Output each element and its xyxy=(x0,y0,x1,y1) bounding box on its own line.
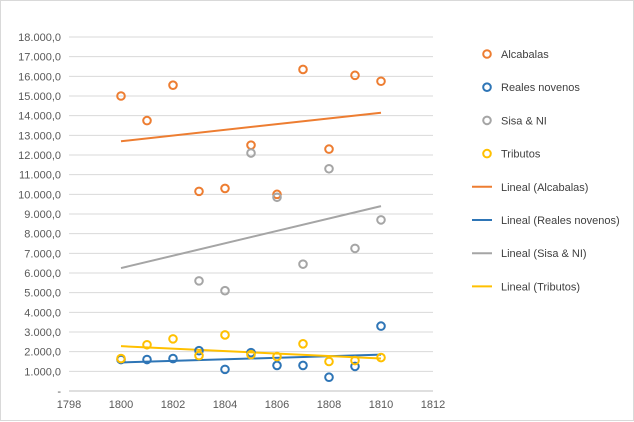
y-tick-label: 6.000,0 xyxy=(24,268,61,280)
x-tick-label: 1800 xyxy=(109,399,133,411)
data-point xyxy=(350,355,360,366)
data-point xyxy=(376,321,386,331)
y-tick-label: - xyxy=(57,386,61,398)
y-tick-label: 16.000,0 xyxy=(18,71,61,83)
data-point xyxy=(324,356,334,367)
data-point xyxy=(194,186,204,197)
y-tick-label: 12.000,0 xyxy=(18,150,61,162)
y-tick-label: 9.000,0 xyxy=(24,209,61,221)
data-point xyxy=(246,349,256,360)
data-point xyxy=(298,64,308,75)
data-point xyxy=(376,352,386,363)
data-point xyxy=(142,115,152,126)
x-tick-label: 1802 xyxy=(161,399,185,411)
y-tick-label: 13.000,0 xyxy=(18,130,61,142)
data-point xyxy=(194,345,204,356)
y-tick-label: 5.000,0 xyxy=(24,288,61,300)
data-point xyxy=(220,285,230,296)
legend-marker xyxy=(482,115,492,126)
data-point xyxy=(350,361,360,372)
x-tick-label: 1810 xyxy=(369,399,393,411)
y-tick-label: 2.000,0 xyxy=(24,347,61,359)
data-point xyxy=(194,276,204,286)
data-point xyxy=(376,76,386,87)
data-point xyxy=(142,339,152,350)
y-tick-label: 7.000,0 xyxy=(24,248,61,260)
legend-marker xyxy=(482,49,492,59)
data-point xyxy=(142,354,152,365)
data-point xyxy=(324,163,334,174)
data-point xyxy=(272,192,282,203)
legend-label: Alcabalas xyxy=(501,49,549,61)
y-tick-label: 3.000,0 xyxy=(24,327,61,339)
x-tick-label: 1808 xyxy=(317,399,341,411)
data-point xyxy=(272,360,282,371)
data-point xyxy=(246,148,256,158)
data-point xyxy=(116,91,126,101)
y-tick-label: 18.000,0 xyxy=(18,32,61,44)
x-tick-label: 1804 xyxy=(213,399,237,411)
y-tick-label: 4.000,0 xyxy=(24,307,61,319)
legend-label: Lineal (Alcabalas) xyxy=(501,182,588,194)
data-point xyxy=(272,351,282,362)
x-tick-label: 1806 xyxy=(265,399,289,411)
data-point xyxy=(168,353,178,364)
data-point xyxy=(168,80,178,90)
y-tick-label: 17.000,0 xyxy=(18,52,61,64)
legend: Alcabalas Reales novenos Sisa & NI Tributos… xyxy=(472,49,620,293)
x-tick-label: 1798 xyxy=(57,399,81,411)
trendline xyxy=(120,205,382,270)
y-tick-label: 8.000,0 xyxy=(24,229,61,241)
data-point xyxy=(168,334,178,344)
data-point xyxy=(298,259,308,269)
data-point xyxy=(324,144,334,154)
y-tick-label: 11.000,0 xyxy=(19,170,61,182)
data-point xyxy=(324,372,334,383)
y-tick-label: 1.000,0 xyxy=(24,366,61,378)
legend-label: Sisa & NI xyxy=(501,115,547,127)
legend-label: Lineal (Reales novenos) xyxy=(501,215,620,227)
legend-label: Reales novenos xyxy=(501,82,580,94)
data-point xyxy=(272,189,282,200)
legend-marker xyxy=(482,82,492,92)
trendline xyxy=(120,111,382,143)
data-point xyxy=(220,364,230,375)
data-point xyxy=(194,350,204,361)
y-tick-label: 14.000,0 xyxy=(18,111,61,123)
y-tick-label: 10.000,0 xyxy=(18,189,61,201)
data-point xyxy=(350,243,360,254)
data-point xyxy=(350,70,360,81)
data-point xyxy=(298,339,308,349)
legend-marker xyxy=(482,148,492,159)
legend-label: Tributos xyxy=(501,149,541,161)
y-tick-label: 15.000,0 xyxy=(18,91,61,103)
data-point xyxy=(298,360,308,371)
data-point xyxy=(116,353,126,364)
trendline xyxy=(120,345,382,360)
data-point xyxy=(220,330,230,340)
data-point xyxy=(220,183,230,194)
data-point xyxy=(246,140,256,150)
data-point xyxy=(376,215,386,225)
legend-label: Lineal (Sisa & NI) xyxy=(501,248,587,260)
x-tick-label: 1812 xyxy=(421,399,445,411)
legend-label: Lineal (Tributos) xyxy=(501,281,580,293)
